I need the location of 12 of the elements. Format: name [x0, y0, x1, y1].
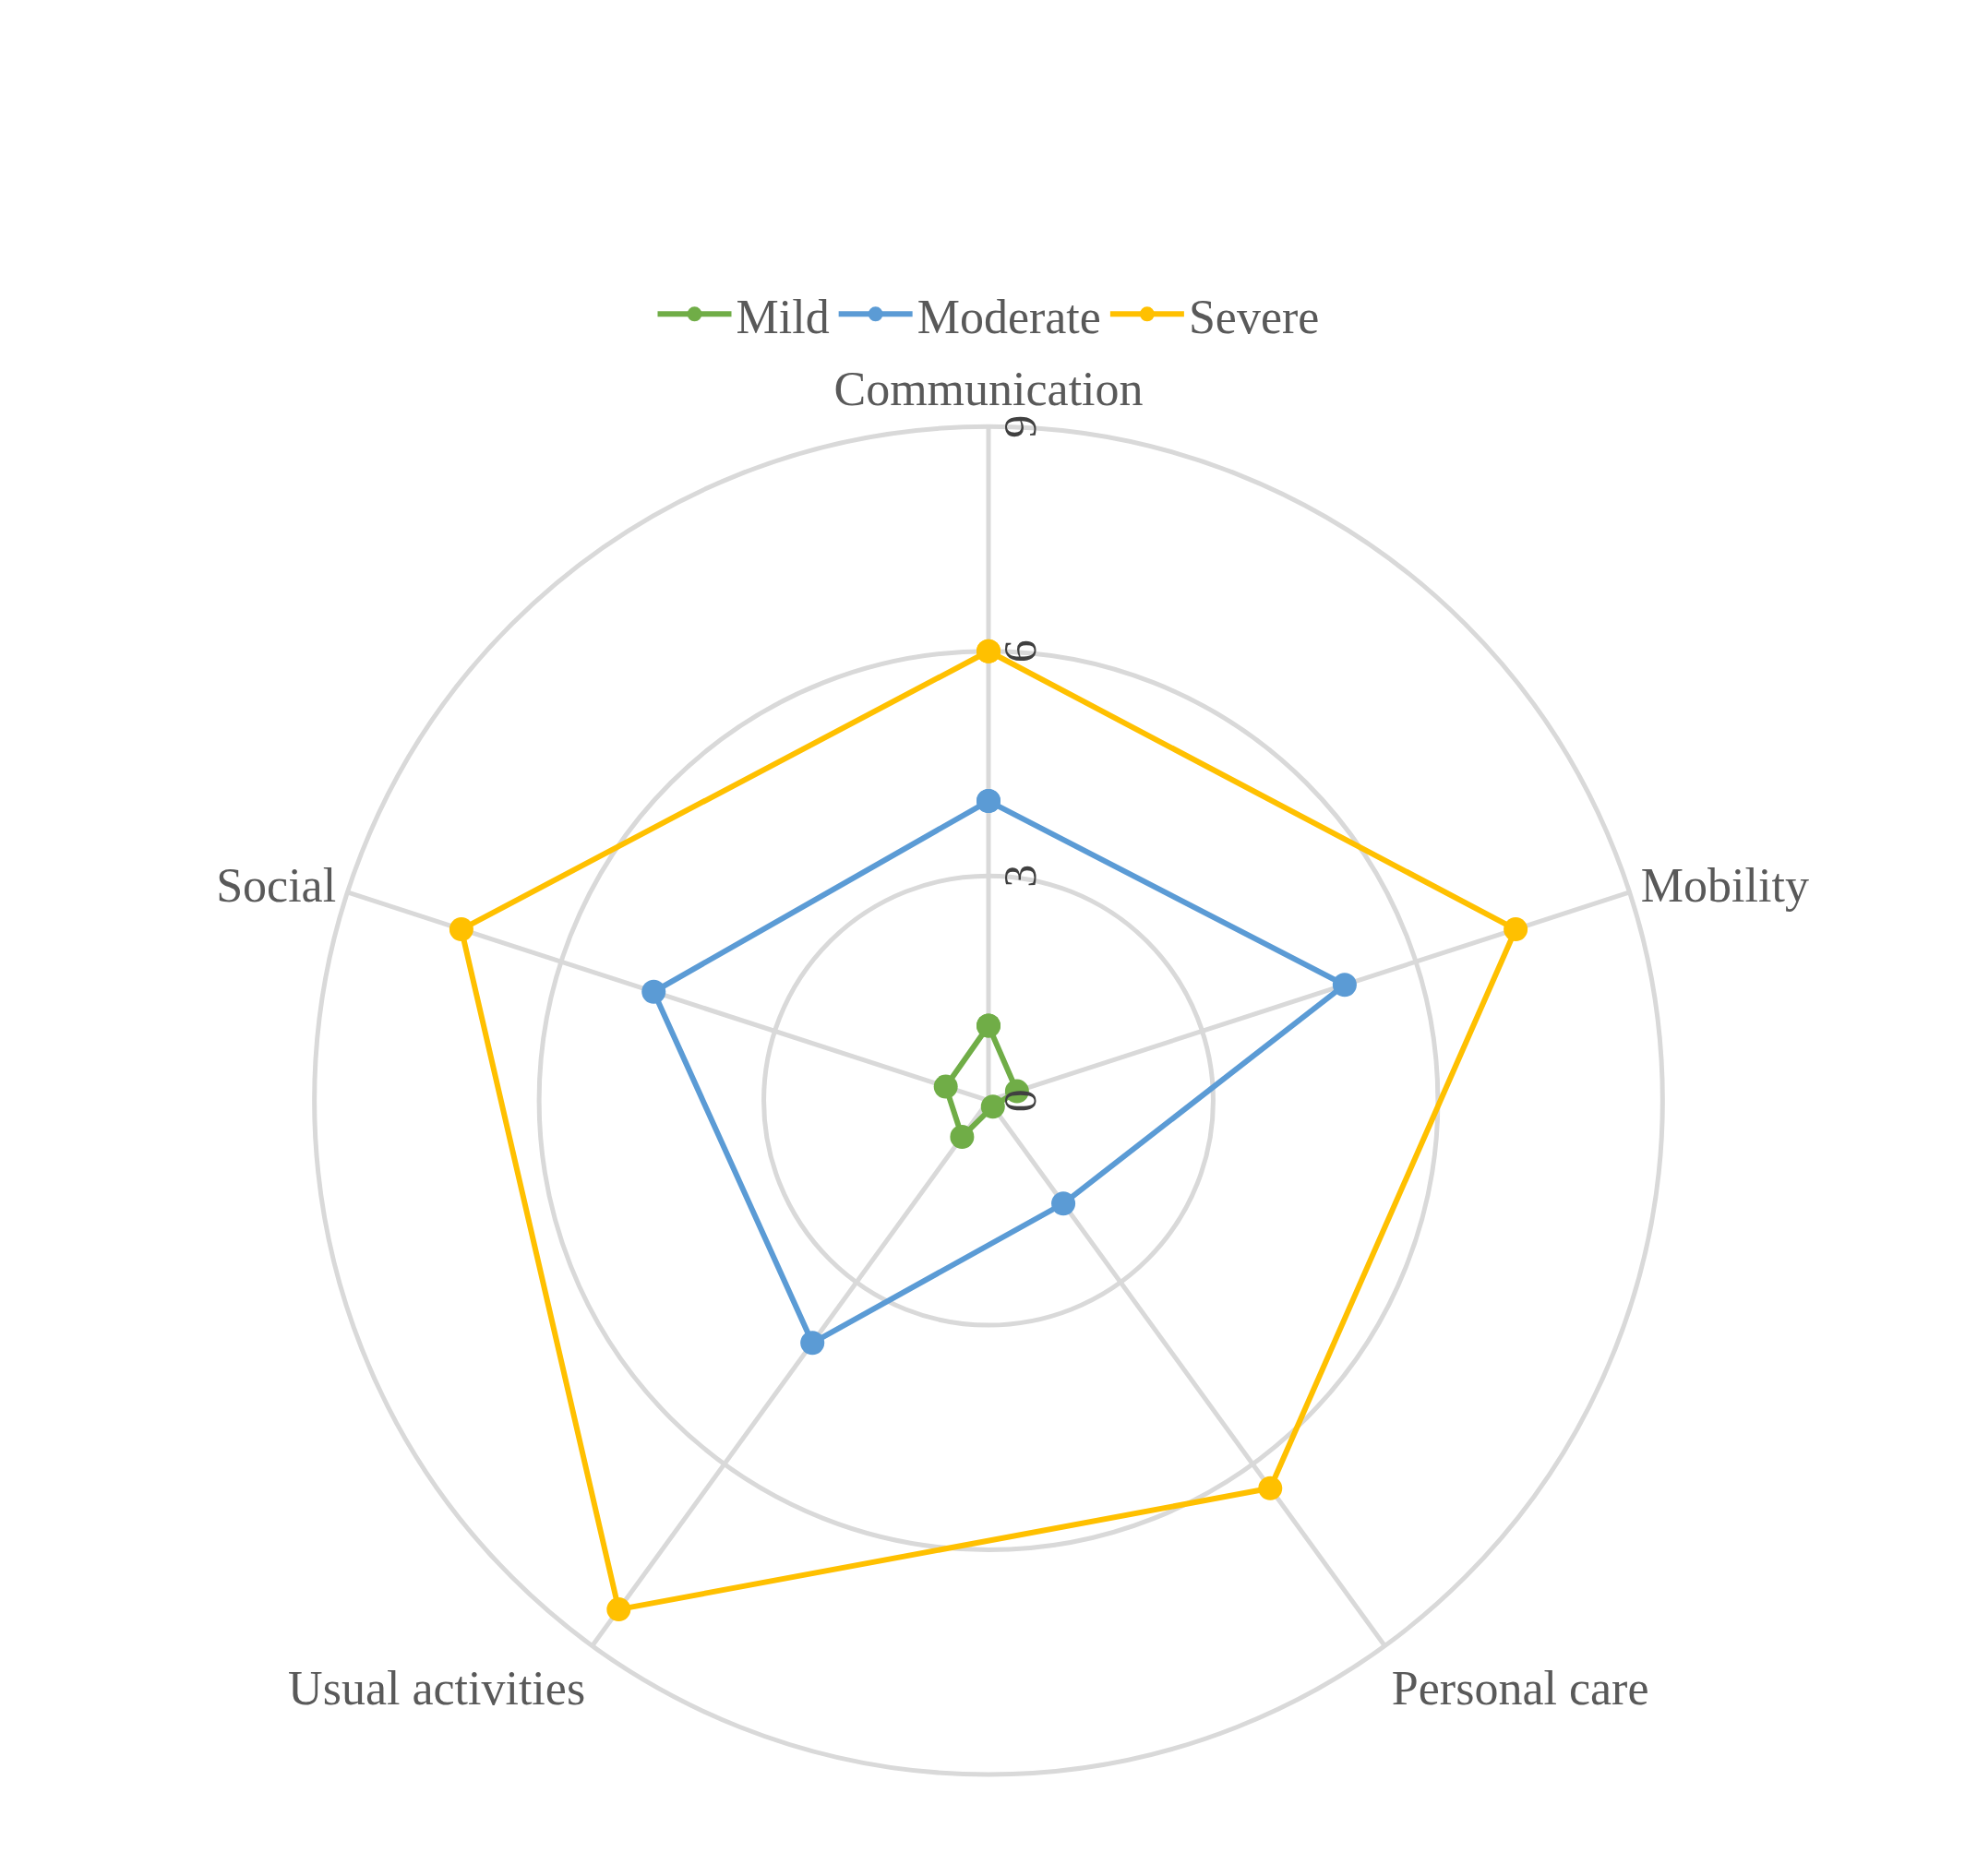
- spoke-label: Social: [216, 859, 337, 913]
- y-tick-label: 9: [993, 414, 1046, 438]
- spoke-label: Personal care: [1391, 1661, 1649, 1715]
- y-tick-label: 3: [993, 864, 1046, 888]
- y-tick-label: 6: [993, 639, 1046, 663]
- y-tick-label: 0: [993, 1089, 1046, 1113]
- spoke-label: Mobility: [1640, 859, 1809, 913]
- legend-label: Moderate: [917, 290, 1101, 343]
- legend-label: Severe: [1188, 290, 1320, 343]
- spoke-label: Usual activities: [288, 1661, 586, 1715]
- spoke-label: Communication: [833, 363, 1144, 415]
- legend-label: Mild: [736, 290, 830, 343]
